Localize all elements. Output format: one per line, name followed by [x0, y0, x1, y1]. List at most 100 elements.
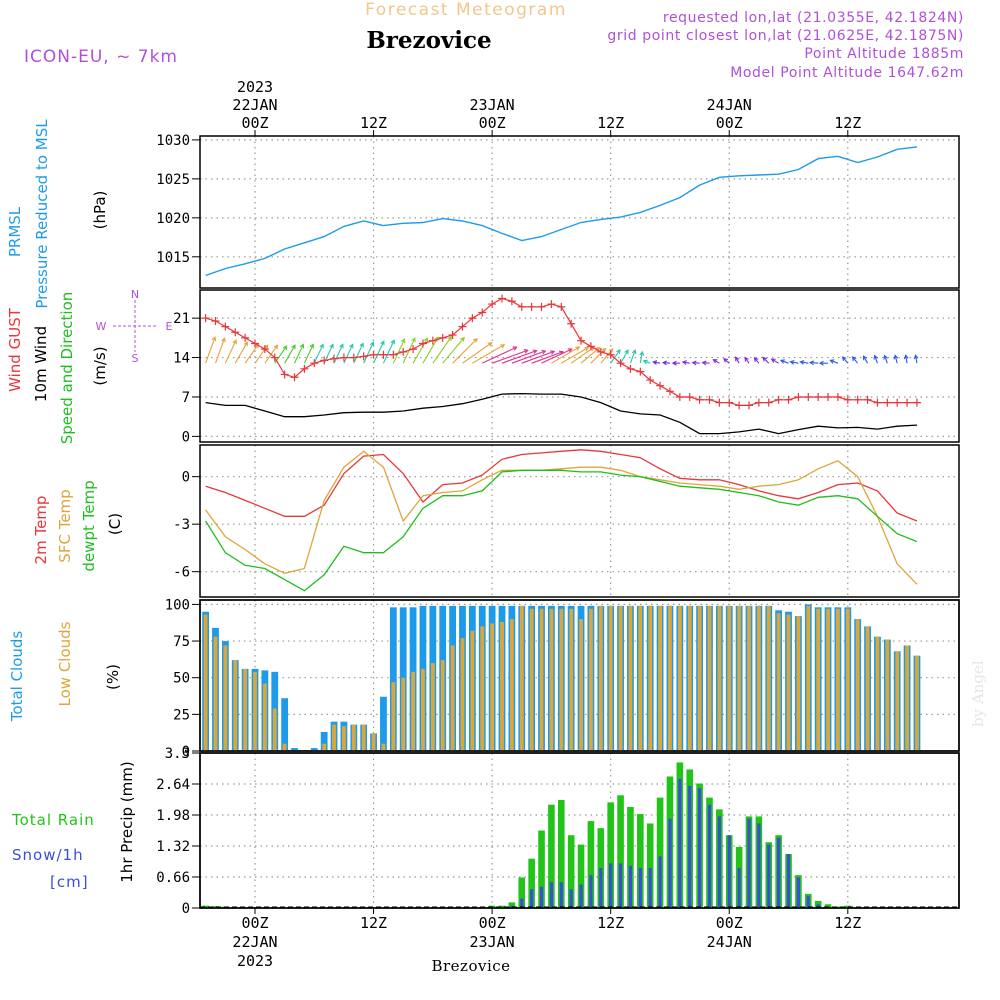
- precip-ylabel: 1hr Precip (mm): [118, 761, 136, 882]
- wind-arrow: [915, 355, 918, 364]
- low-cloud-bar: [282, 743, 287, 751]
- bottom-time-tick-label: 12Z: [834, 914, 861, 932]
- wind-arrow-head: [744, 356, 749, 362]
- wind-arrow-head: [652, 360, 658, 365]
- gust-marker: [577, 336, 586, 345]
- gust-marker: [814, 392, 823, 401]
- low-cloud-bar: [677, 605, 682, 751]
- wind-arrow-head: [808, 360, 815, 366]
- temp-2m-line: [205, 449, 918, 522]
- cloud-ylabel-group: Total Clouds: [8, 631, 26, 723]
- wind-arrow: [422, 337, 439, 364]
- snow-bar: [658, 856, 662, 908]
- low-cloud-bar: [243, 668, 248, 751]
- gust-marker: [517, 302, 526, 311]
- snow-bar: [559, 882, 563, 908]
- snow-bar: [757, 823, 761, 908]
- ytick-label: 1020: [156, 211, 190, 227]
- wind-arrow: [771, 358, 779, 364]
- wind-arrow-head: [735, 356, 740, 362]
- low-cloud-bar: [895, 651, 900, 751]
- wind-arrow: [702, 362, 710, 364]
- gust-marker: [912, 398, 921, 407]
- wind-arrow-head: [681, 360, 687, 365]
- snow-bar: [530, 889, 534, 908]
- gust-marker: [320, 356, 329, 365]
- wind-arrow: [462, 342, 492, 364]
- top-time-tick-label: 00Z: [479, 114, 506, 132]
- wind-arrow-head: [818, 360, 824, 366]
- rain-bar: [577, 844, 585, 908]
- gust-marker: [586, 342, 595, 351]
- wind-arrow-head: [541, 349, 547, 355]
- model-label: ICON-EU, ~ 7km: [24, 47, 178, 67]
- gust-marker: [270, 353, 279, 362]
- low-cloud-bar: [490, 623, 495, 751]
- legend-total-rain: Total Rain: [11, 811, 95, 829]
- ytick-label: -3: [173, 517, 190, 533]
- wind-arrow: [682, 361, 690, 364]
- wind-arrow-head: [282, 345, 288, 351]
- wind-arrow-head: [723, 358, 728, 363]
- ytick-label: 14: [173, 351, 190, 367]
- wind-arrow: [501, 350, 537, 364]
- low-cloud-bar: [668, 605, 672, 751]
- snow-bar: [678, 778, 682, 908]
- snow-bar: [747, 818, 751, 908]
- ytick-label: 1015: [156, 250, 190, 266]
- cloud-unit: (%): [104, 664, 122, 690]
- rain-bar: [202, 905, 209, 908]
- wind-arrow: [790, 361, 799, 364]
- low-cloud-bar: [430, 663, 435, 751]
- wind-arrow-head: [691, 360, 697, 366]
- gust-marker: [675, 392, 684, 401]
- pressure-label-2: Pressure Reduced to MSL: [33, 119, 51, 309]
- gust-marker: [824, 392, 833, 401]
- wind-arrow: [629, 350, 636, 364]
- total-cloud-bar: [310, 748, 318, 751]
- point-altitude: Point Altitude 1885m: [804, 46, 964, 62]
- temp-ylabel-group: SFC Temp: [56, 489, 74, 562]
- low-cloud-bar: [411, 671, 415, 751]
- low-cloud-bar: [509, 619, 514, 751]
- precip-frame-overlay: [199, 752, 960, 909]
- gust-marker: [626, 364, 635, 373]
- top-time-tick-label: 12Z: [597, 114, 624, 132]
- wind-arrow: [842, 356, 849, 364]
- compass-west: W: [96, 320, 107, 333]
- snow-bar: [727, 835, 731, 908]
- low-cloud-bar: [579, 619, 583, 751]
- wind-arrow: [392, 338, 405, 364]
- low-cloud-bar: [559, 608, 564, 751]
- low-cloud-bar: [806, 605, 811, 751]
- wind-arrow: [874, 355, 878, 364]
- wind-arrow-head: [799, 359, 805, 365]
- low-cloud-bar: [747, 605, 751, 751]
- gust-marker: [794, 392, 803, 401]
- wind-arrow-head: [273, 344, 279, 350]
- total-cloud-bar: [281, 698, 289, 751]
- bottom-day-label: 22JAN: [232, 933, 277, 951]
- snow-bar: [589, 875, 593, 908]
- gust-marker: [685, 392, 694, 401]
- cloud-unit-label: (%): [104, 664, 122, 690]
- wind-arrow-head: [523, 349, 529, 354]
- ytick-label: 0: [182, 901, 190, 917]
- wind-arrow: [810, 361, 819, 364]
- low-cloud-bar: [529, 608, 534, 751]
- low-cloud-bar: [717, 605, 722, 751]
- ytick-label: 1030: [156, 133, 190, 149]
- gust-marker: [547, 300, 556, 309]
- low-cloud-bar: [213, 636, 218, 751]
- wind-arrow: [531, 351, 564, 364]
- top-day-label: 23JAN: [470, 96, 515, 114]
- wind-arrow-head: [601, 347, 607, 353]
- gridpoint-lonlat: grid point closest lon,lat (21.0625E, 42…: [607, 28, 964, 44]
- total-cloud-bar: [320, 731, 328, 751]
- gust-marker: [241, 333, 250, 342]
- wind-arrow-head: [841, 356, 847, 362]
- gust-marker: [389, 350, 398, 359]
- low-cloud-bar: [608, 605, 613, 751]
- credit-watermark: by Angel: [969, 660, 987, 727]
- gust-marker: [359, 352, 368, 361]
